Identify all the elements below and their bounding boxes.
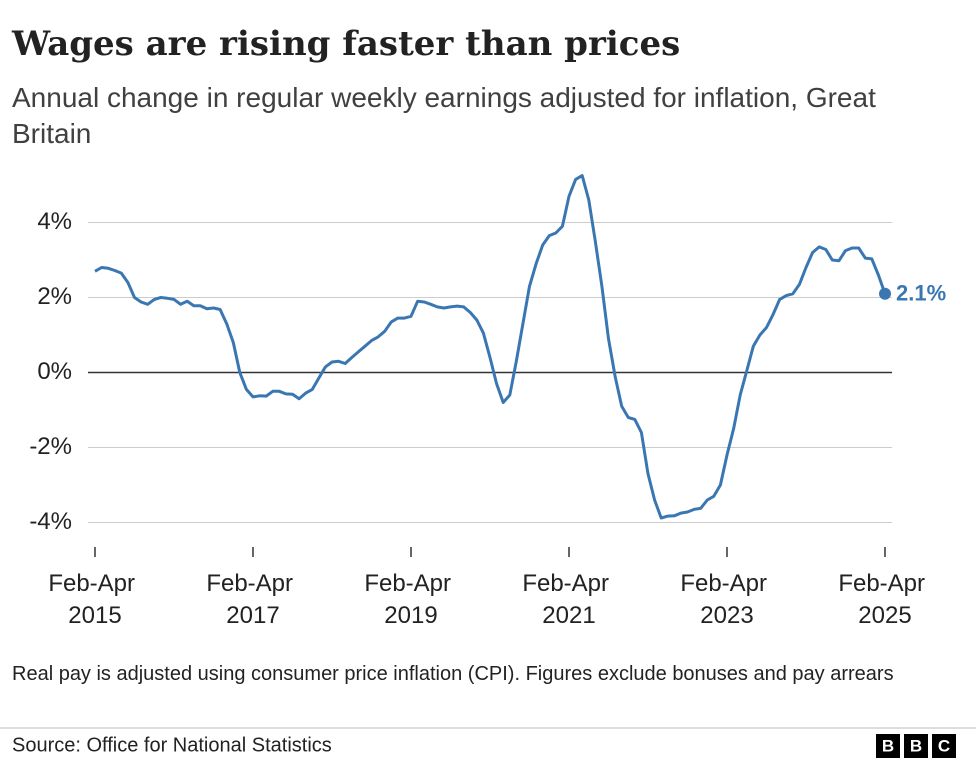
source: Source: Office for National Statistics <box>12 734 332 756</box>
note-box: Real pay is adjusted using consumer pric… <box>12 663 894 685</box>
y-tick-label: -4% <box>29 508 72 535</box>
chart-subtitle: Annual change in regular weekly earnings… <box>12 82 876 149</box>
x-tick-label: Feb-Apr 2017 <box>206 570 299 629</box>
logo-letter: B <box>882 736 894 755</box>
subtitle-box: Annual change in regular weekly earnings… <box>12 82 876 149</box>
x-tick-label: Feb-Apr 2015 <box>48 570 141 629</box>
x-tick-label: Feb-Apr 2023 <box>680 570 773 629</box>
chart-title: Wages are rising faster than prices <box>11 24 680 64</box>
logo-box <box>904 734 928 758</box>
logo-box <box>876 734 900 758</box>
logo-letter: C <box>938 736 950 755</box>
series-line <box>94 174 887 520</box>
y-tick-label: 2% <box>37 283 72 310</box>
x-tick-label: Feb-Apr 2021 <box>522 570 615 629</box>
end-point <box>879 287 891 300</box>
logo-box <box>932 734 956 758</box>
chart-note: Real pay is adjusted using consumer pric… <box>12 663 894 685</box>
x-tick-label: Feb-Apr 2025 <box>838 570 931 629</box>
end-label: 2.1% <box>896 281 946 306</box>
logo-letter: B <box>910 736 922 755</box>
x-tick-label: Feb-Apr 2019 <box>364 570 457 629</box>
y-tick-label: 0% <box>37 358 72 385</box>
y-tick-label: 4% <box>37 208 72 235</box>
y-tick-label: -2% <box>29 433 72 460</box>
